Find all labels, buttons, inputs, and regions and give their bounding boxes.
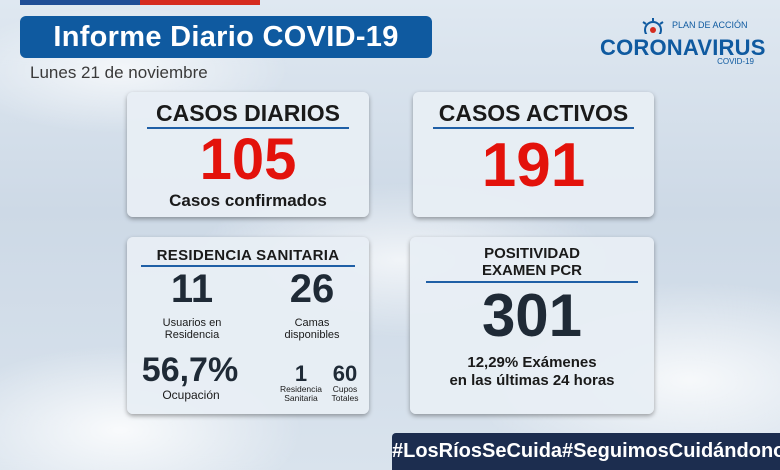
casos-activos-divider — [433, 127, 634, 129]
residencias-label: Residencia Sanitaria — [273, 384, 329, 404]
positividad-title-line2: EXAMEN PCR — [481, 262, 582, 279]
casos-activos-card: CASOS ACTIVOS 191 — [413, 92, 654, 217]
casos-diarios-divider — [147, 127, 349, 129]
casos-activos-title: CASOS ACTIVOS — [438, 100, 629, 126]
hashtag-banner: #LosRíosSeCuida #SeguimosCuidándonos — [392, 433, 780, 470]
positividad-caption: 12,29% Exámenes en las últimas 24 horas — [410, 354, 654, 390]
residencia-divider — [141, 265, 355, 267]
report-title: Informe Diario COVID-19 — [53, 20, 399, 53]
logo-covid-text: COVID-19 — [717, 57, 754, 66]
usuarios-label: Usuarios en Residencia — [142, 317, 242, 341]
positividad-title-line1: POSITIVIDAD — [484, 245, 580, 262]
positividad-title: POSITIVIDAD EXAMEN PCR — [410, 245, 654, 279]
camas-value: 26 — [289, 267, 335, 311]
positividad-caption-line1: 12,29% Exámenes — [467, 354, 597, 371]
usuarios-label-line2: Residencia — [164, 329, 220, 342]
residencias-value: 1 — [294, 361, 308, 386]
positividad-value: 301 — [481, 282, 583, 349]
report-title-banner: Informe Diario COVID-19 — [20, 16, 432, 58]
flag-red-segment — [140, 0, 260, 5]
logo-coronavirus-text: CORONAVIRUS — [600, 35, 766, 60]
positividad-caption-line2: en las últimas 24 horas — [449, 372, 615, 389]
report-date: Lunes 21 de noviembre — [30, 63, 208, 82]
cupos-label: Cupos Totales — [325, 384, 365, 404]
residencia-sanitaria-card: RESIDENCIA SANITARIA 11 Usuarios en Resi… — [127, 237, 369, 414]
positividad-card: POSITIVIDAD EXAMEN PCR 301 12,29% Exámen… — [410, 237, 654, 414]
logo-emblem-icon — [642, 18, 664, 34]
coronavirus-plan-logo: PLAN DE ACCIÓN CORONAVIRUS COVID-19 — [598, 16, 765, 66]
casos-diarios-title: CASOS DIARIOS — [155, 100, 341, 126]
hashtag-los-rios: #LosRíosSeCuida — [392, 440, 563, 462]
hashtag-seguimos: #SeguimosCuidándonos — [562, 440, 780, 462]
camas-label-line2: disponibles — [284, 329, 340, 342]
cupos-label-line1: Cupos — [332, 384, 358, 394]
ocupacion-value: 56,7% — [141, 351, 239, 389]
casos-diarios-card: CASOS DIARIOS 105 Casos confirmados — [127, 92, 369, 217]
flag-blue-segment — [20, 0, 140, 5]
casos-diarios-caption: Casos confirmados — [169, 191, 327, 210]
ocupacion-label: Ocupación — [162, 388, 220, 402]
residencias-label-line1: Residencia — [279, 384, 323, 394]
positividad-divider — [426, 281, 638, 283]
cupos-value: 60 — [332, 361, 358, 386]
casos-activos-value: 191 — [481, 131, 586, 200]
camas-label-line1: Camas — [294, 317, 330, 329]
flag-strip — [20, 0, 260, 5]
usuarios-label-line1: Usuarios en — [162, 317, 222, 329]
usuarios-value: 11 — [170, 267, 214, 311]
camas-label: Camas disponibles — [262, 317, 362, 341]
residencia-title: RESIDENCIA SANITARIA — [156, 247, 340, 264]
logo-plan-text: PLAN DE ACCIÓN — [672, 20, 748, 30]
casos-diarios-value: 105 — [199, 127, 297, 192]
cupos-label-line2: Totales — [331, 393, 359, 404]
residencias-label-line2: Sanitaria — [284, 393, 318, 404]
